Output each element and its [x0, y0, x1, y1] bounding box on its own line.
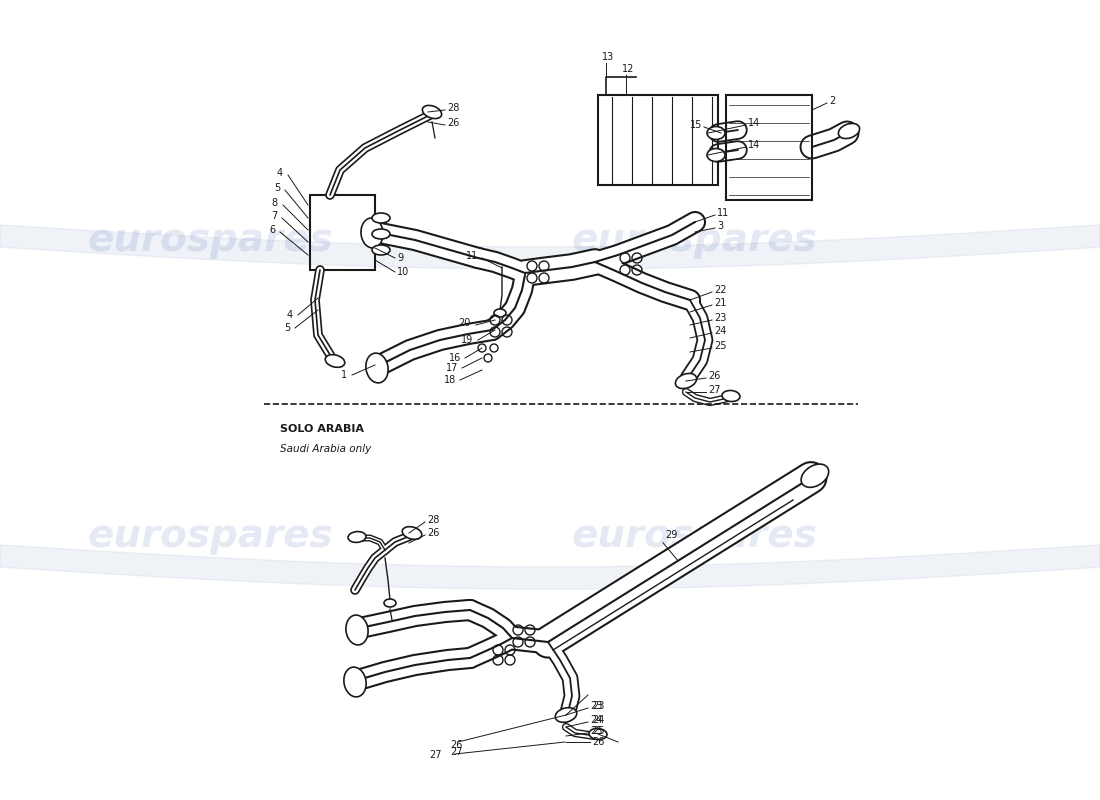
- Ellipse shape: [801, 464, 828, 487]
- Text: 24: 24: [590, 715, 603, 725]
- Text: 10: 10: [397, 267, 409, 277]
- Text: 26: 26: [592, 737, 604, 747]
- Text: 12: 12: [621, 64, 635, 74]
- Text: 27: 27: [429, 750, 442, 760]
- Text: 25: 25: [592, 726, 605, 736]
- Bar: [726, 95, 812, 200]
- Text: 2: 2: [829, 96, 835, 106]
- Ellipse shape: [675, 374, 696, 389]
- Text: 19: 19: [461, 335, 473, 345]
- Ellipse shape: [403, 526, 421, 539]
- Text: 18: 18: [443, 375, 456, 385]
- Ellipse shape: [422, 106, 441, 118]
- Text: 7: 7: [271, 211, 277, 221]
- Text: 26: 26: [447, 118, 460, 128]
- Text: 28: 28: [427, 515, 439, 525]
- Text: 9: 9: [397, 253, 403, 263]
- Text: 23: 23: [590, 701, 603, 711]
- Ellipse shape: [384, 599, 396, 607]
- Text: 5: 5: [284, 323, 290, 333]
- Text: 25: 25: [590, 726, 603, 736]
- Text: 13: 13: [602, 52, 614, 62]
- Ellipse shape: [588, 729, 607, 739]
- Text: 21: 21: [714, 298, 726, 308]
- Ellipse shape: [361, 218, 383, 248]
- Text: 11: 11: [717, 208, 729, 218]
- Text: eurospares: eurospares: [572, 517, 817, 555]
- Ellipse shape: [707, 126, 725, 139]
- Ellipse shape: [372, 213, 390, 223]
- Text: 27: 27: [450, 747, 462, 757]
- Text: 4: 4: [287, 310, 293, 320]
- Bar: [310, 195, 375, 270]
- Ellipse shape: [838, 123, 859, 138]
- Ellipse shape: [494, 309, 506, 317]
- Text: 24: 24: [592, 715, 604, 725]
- Ellipse shape: [722, 390, 740, 402]
- Text: 5: 5: [274, 183, 280, 193]
- Text: 25: 25: [714, 341, 726, 351]
- Text: 1: 1: [341, 370, 346, 380]
- Text: 14: 14: [748, 118, 760, 128]
- Text: eurospares: eurospares: [88, 517, 333, 555]
- Text: Saudi Arabia only: Saudi Arabia only: [280, 444, 372, 454]
- Text: 26: 26: [450, 740, 462, 750]
- Text: 8: 8: [272, 198, 278, 208]
- Text: 4: 4: [277, 168, 283, 178]
- Text: 3: 3: [717, 221, 723, 231]
- Text: 23: 23: [592, 701, 604, 711]
- Text: 20: 20: [459, 318, 471, 328]
- Text: 11: 11: [465, 251, 478, 261]
- Text: SOLO ARABIA: SOLO ARABIA: [280, 424, 364, 434]
- Text: 23: 23: [714, 313, 726, 323]
- Ellipse shape: [707, 149, 725, 162]
- Text: eurospares: eurospares: [88, 221, 333, 259]
- Text: 17: 17: [446, 363, 458, 373]
- Ellipse shape: [366, 353, 388, 383]
- Ellipse shape: [372, 245, 390, 255]
- Text: 29: 29: [666, 530, 678, 540]
- Ellipse shape: [326, 354, 344, 367]
- Ellipse shape: [556, 708, 576, 722]
- Text: 24: 24: [714, 326, 726, 336]
- Text: 26: 26: [427, 528, 439, 538]
- Text: 6: 6: [268, 225, 275, 235]
- Text: 27: 27: [708, 385, 720, 395]
- Text: 15: 15: [690, 120, 702, 130]
- Text: eurospares: eurospares: [572, 221, 817, 259]
- Ellipse shape: [344, 667, 366, 697]
- Text: 14: 14: [748, 140, 760, 150]
- Ellipse shape: [345, 615, 368, 645]
- Text: 22: 22: [714, 285, 726, 295]
- Ellipse shape: [348, 531, 366, 542]
- Ellipse shape: [372, 229, 390, 239]
- Text: 28: 28: [447, 103, 460, 113]
- Text: 16: 16: [449, 353, 461, 363]
- Text: 26: 26: [708, 371, 720, 381]
- Bar: [598, 95, 718, 185]
